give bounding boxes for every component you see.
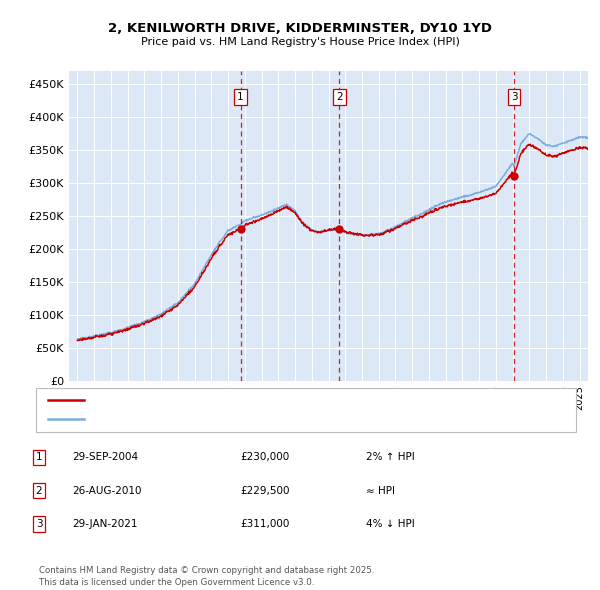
Text: 1: 1 <box>237 92 244 102</box>
Text: Contains HM Land Registry data © Crown copyright and database right 2025.
This d: Contains HM Land Registry data © Crown c… <box>39 566 374 587</box>
Text: 2: 2 <box>35 486 43 496</box>
Text: HPI: Average price, detached house, Wyre Forest: HPI: Average price, detached house, Wyre… <box>93 415 337 424</box>
Text: 26-AUG-2010: 26-AUG-2010 <box>72 486 142 496</box>
Text: 2, KENILWORTH DRIVE, KIDDERMINSTER, DY10 1YD (detached house): 2, KENILWORTH DRIVE, KIDDERMINSTER, DY10… <box>93 395 439 405</box>
Text: 2% ↑ HPI: 2% ↑ HPI <box>366 453 415 462</box>
Text: 3: 3 <box>35 519 43 529</box>
Text: 1: 1 <box>35 453 43 462</box>
Text: 2, KENILWORTH DRIVE, KIDDERMINSTER, DY10 1YD: 2, KENILWORTH DRIVE, KIDDERMINSTER, DY10… <box>108 22 492 35</box>
Text: £229,500: £229,500 <box>240 486 290 496</box>
Text: ≈ HPI: ≈ HPI <box>366 486 395 496</box>
Text: £230,000: £230,000 <box>240 453 289 462</box>
Text: 4% ↓ HPI: 4% ↓ HPI <box>366 519 415 529</box>
Text: 2: 2 <box>336 92 343 102</box>
Text: Price paid vs. HM Land Registry's House Price Index (HPI): Price paid vs. HM Land Registry's House … <box>140 37 460 47</box>
Text: 3: 3 <box>511 92 517 102</box>
Text: 29-JAN-2021: 29-JAN-2021 <box>72 519 137 529</box>
Text: 29-SEP-2004: 29-SEP-2004 <box>72 453 138 462</box>
Text: £311,000: £311,000 <box>240 519 289 529</box>
